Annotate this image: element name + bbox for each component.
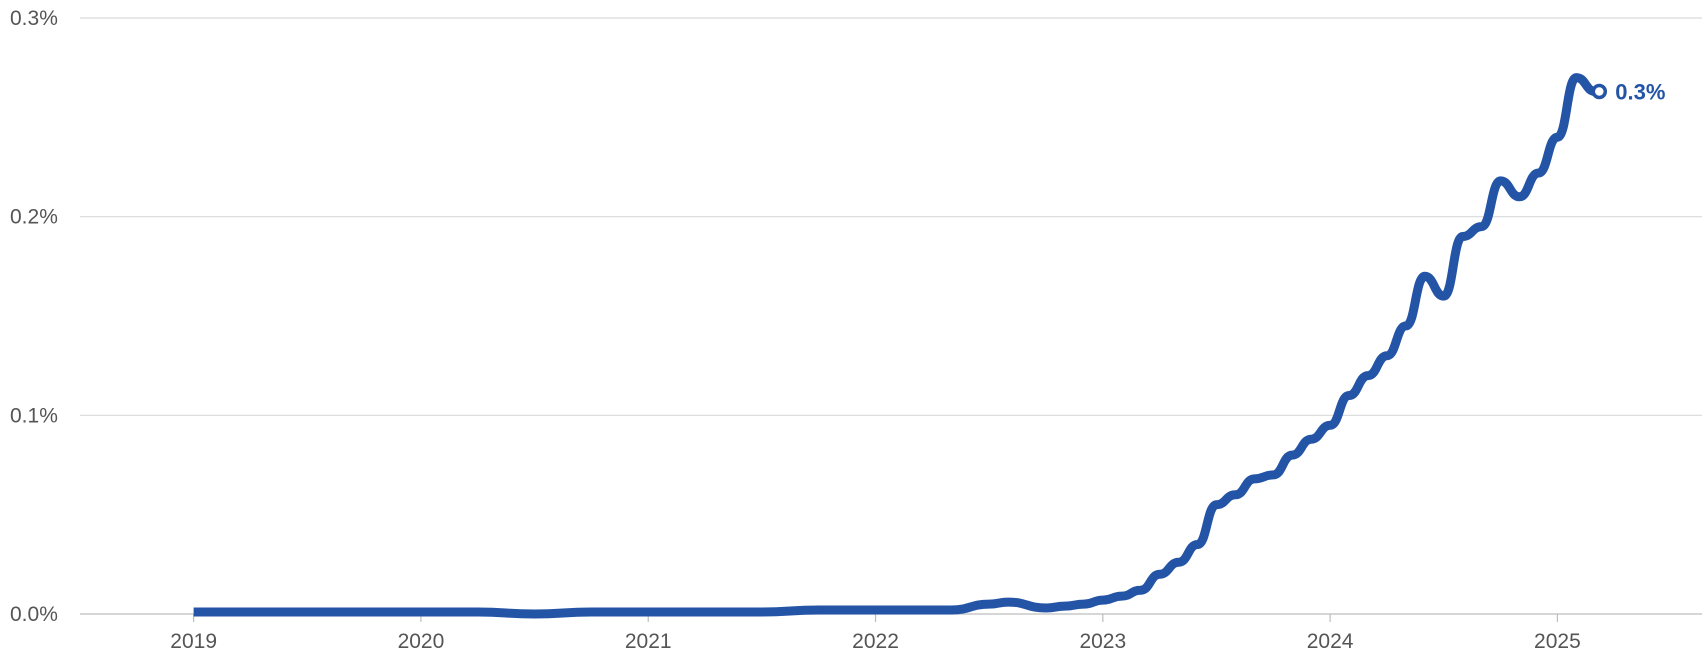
end-value-label: 0.3% (1615, 80, 1665, 105)
x-tick-label: 2024 (1307, 630, 1354, 653)
x-axis: 2019 2020 2021 2022 2023 2024 2025 (170, 614, 1581, 653)
y-tick-label: 0.2% (10, 206, 58, 229)
x-tick-label: 2022 (852, 630, 899, 653)
x-tick-label: 2020 (398, 630, 445, 653)
y-axis: 0.0% 0.1% 0.2% 0.3% (10, 7, 58, 626)
x-tick-label: 2023 (1079, 630, 1126, 653)
x-tick-label: 2025 (1534, 630, 1581, 653)
series-group: 0.3% (193, 73, 1665, 619)
x-tick-label: 2019 (170, 630, 217, 653)
series-line (193, 73, 1597, 619)
x-tick-label: 2021 (625, 630, 672, 653)
y-tick-label: 0.0% (10, 603, 58, 626)
grid-lines (80, 17, 1702, 615)
y-tick-label: 0.1% (10, 404, 58, 427)
y-tick-label: 0.3% (10, 7, 58, 30)
end-point-marker (1591, 83, 1608, 100)
